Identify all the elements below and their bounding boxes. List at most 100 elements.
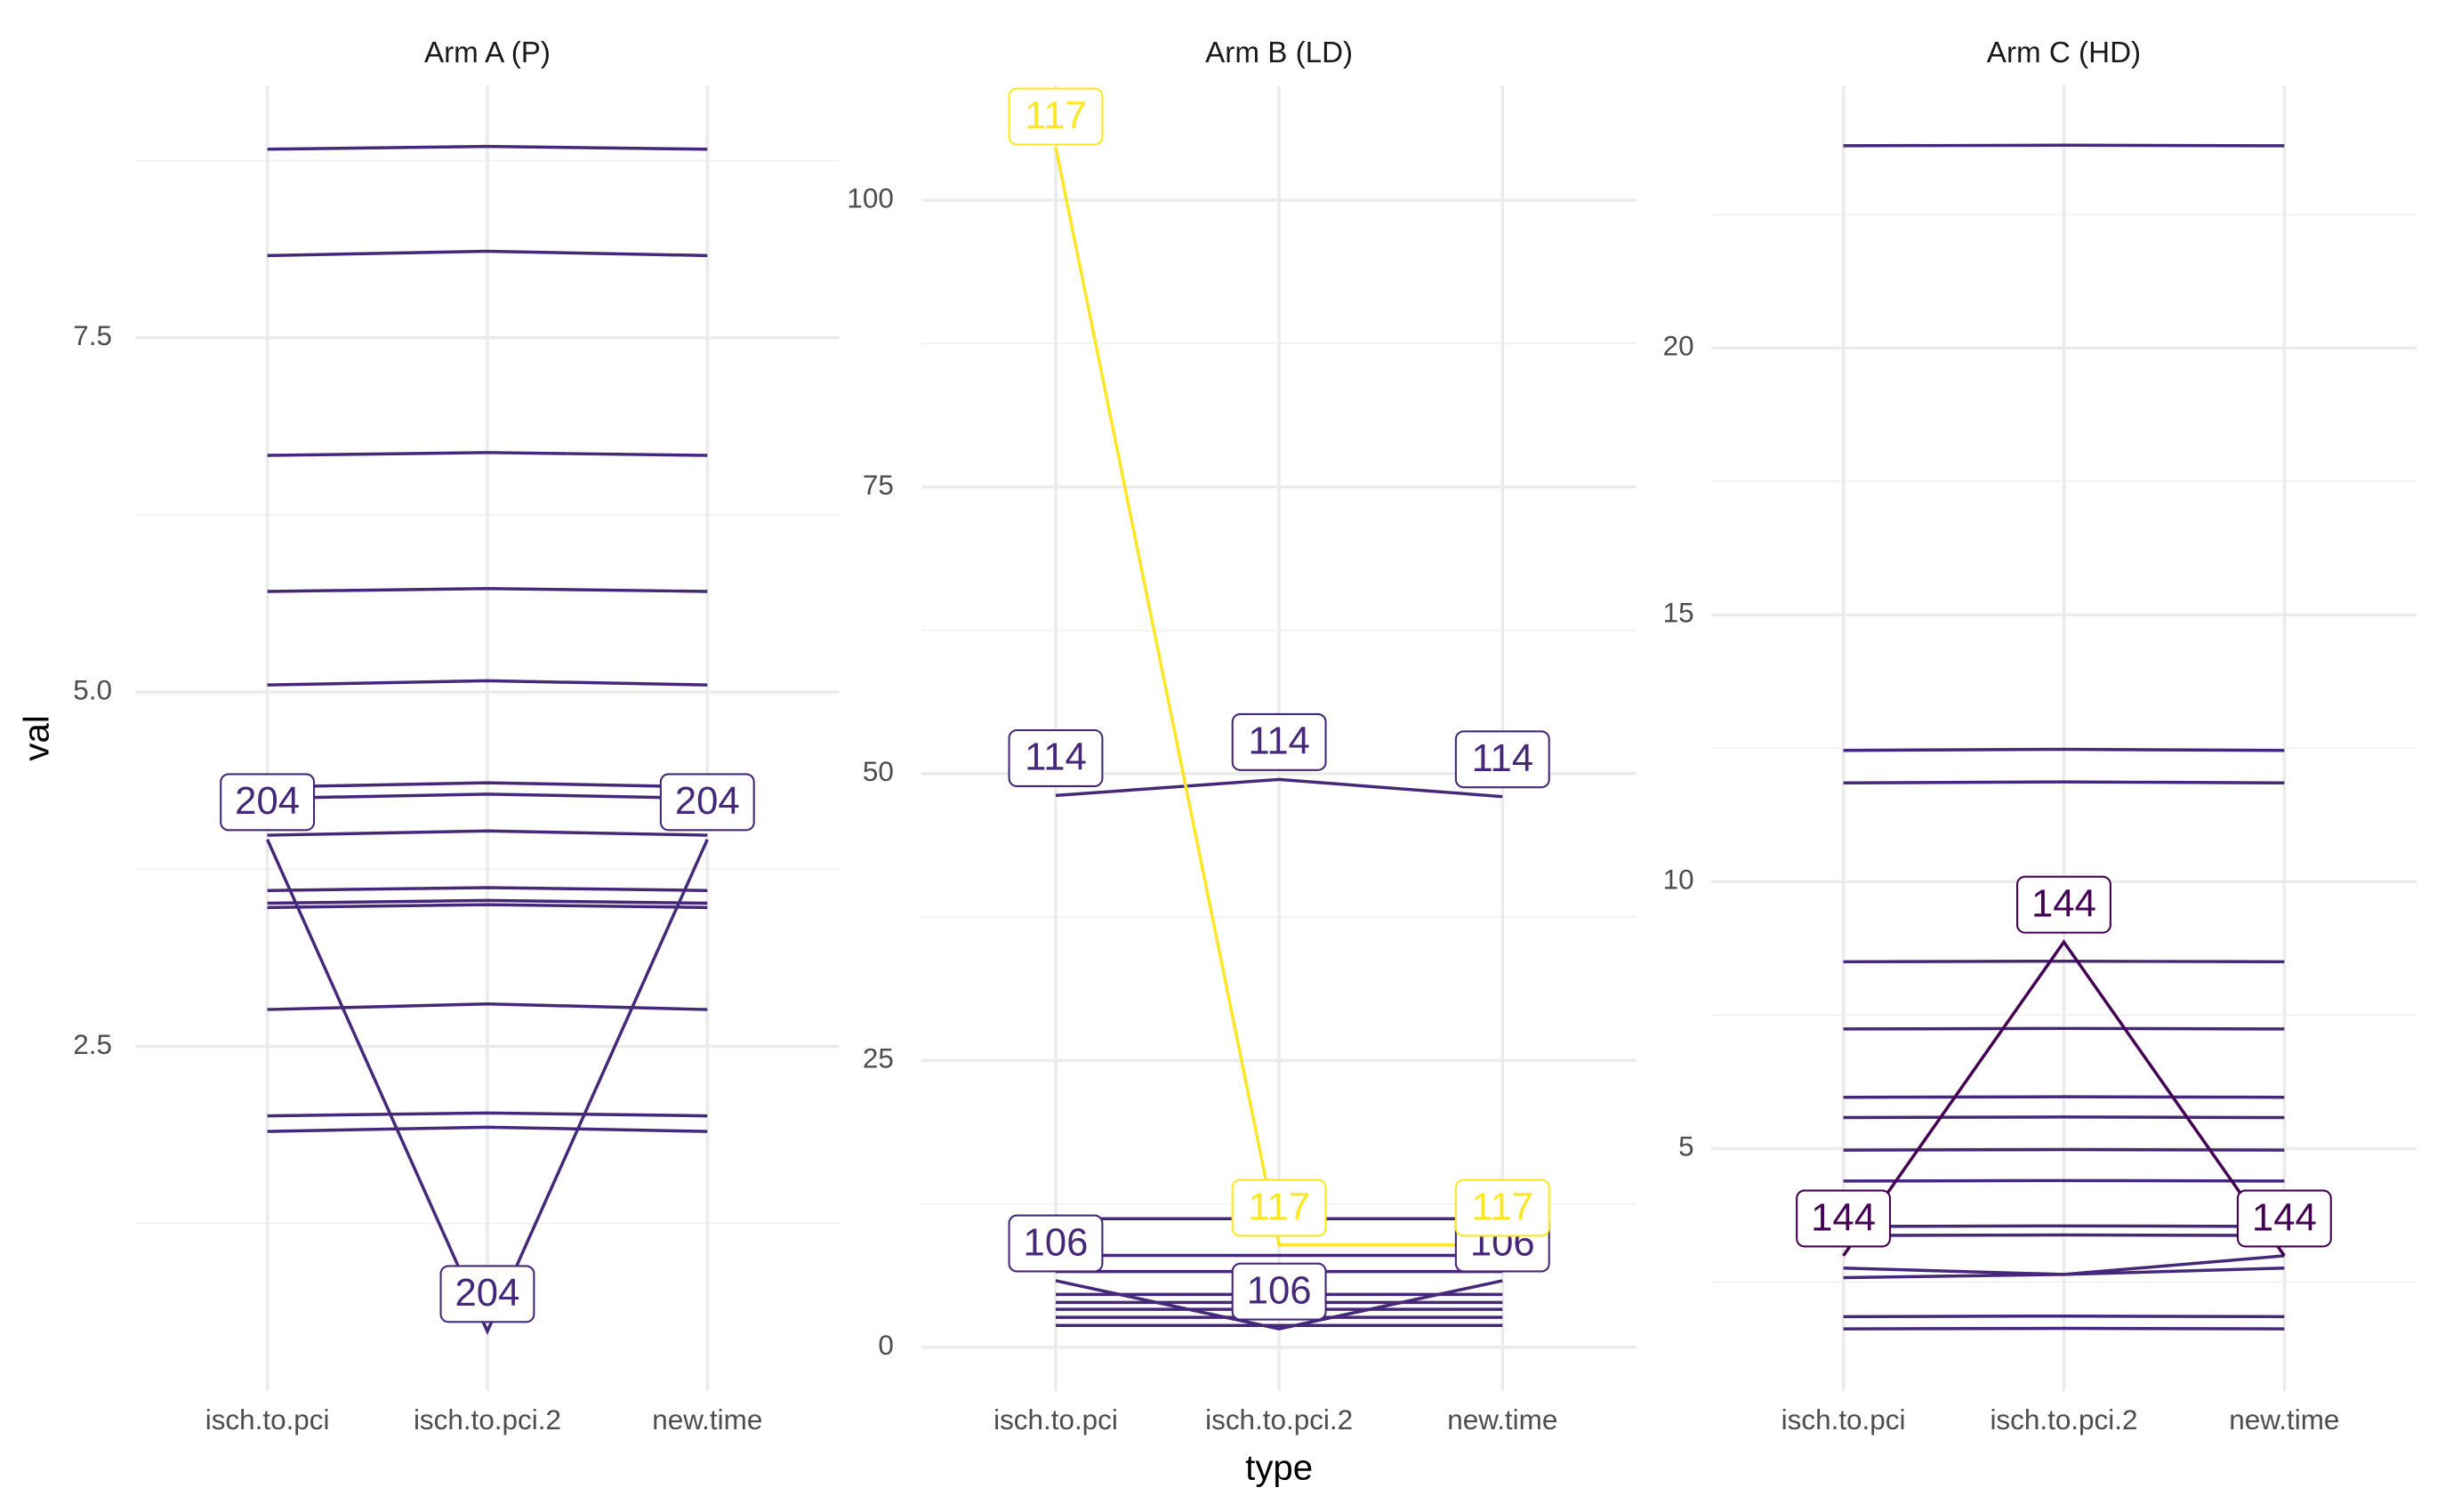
point-label: 204 (220, 773, 316, 832)
y-tick-label: 5.0 (73, 674, 112, 705)
x-tick-label: new.time (652, 1404, 762, 1436)
label-text: 144 (2031, 881, 2096, 925)
y-tick-label: 20 (1663, 331, 1694, 362)
label-box (220, 773, 316, 832)
label-text: 106 (1024, 1220, 1089, 1264)
y-tick-label: 25 (863, 1043, 894, 1074)
label-text: 114 (1471, 736, 1533, 780)
y-tick-label: 10 (1663, 865, 1694, 896)
point-label: 204 (439, 1265, 535, 1323)
series-line (1843, 1026, 2285, 1031)
series-line (267, 792, 708, 800)
x-tick-label: isch.to.pci.2 (414, 1404, 561, 1436)
series-line (267, 587, 708, 593)
series-line (1055, 1279, 1503, 1331)
series-line (267, 451, 708, 457)
series-line (1843, 959, 2285, 964)
series-line (267, 1111, 708, 1118)
label-box (1454, 730, 1550, 789)
y-tick-label: 7.5 (73, 320, 112, 351)
series-line (1843, 1147, 2285, 1152)
label-box (1008, 1214, 1104, 1273)
x-tick-label: isch.to.pci.2 (1205, 1404, 1353, 1436)
series-line (267, 898, 708, 905)
label-text: 117 (1025, 93, 1087, 137)
series-line (267, 679, 708, 687)
point-label: 114 (1008, 728, 1104, 787)
label-box (1008, 87, 1104, 146)
series-line (1843, 1326, 2285, 1331)
point-label: 117 (1454, 1178, 1550, 1237)
y-tick-label: 15 (1663, 598, 1694, 629)
label-text: 204 (235, 779, 300, 823)
x-axis-title: type (1245, 1447, 1313, 1487)
series-line (1843, 1314, 2285, 1319)
series-line (1843, 1233, 2285, 1237)
y-axis-title: val (17, 715, 57, 760)
label-text: 106 (1247, 1268, 1312, 1312)
series-line (1054, 147, 1503, 1247)
y-tick-label: 5 (1678, 1131, 1693, 1162)
series-line (267, 903, 708, 910)
label-box (1008, 728, 1104, 787)
label-text: 114 (1248, 720, 1310, 763)
x-tick-label: new.time (1447, 1404, 1557, 1436)
x-tick-label: new.time (2229, 1404, 2339, 1436)
series-line (266, 839, 709, 1336)
label-box (1231, 712, 1327, 771)
y-tick-label: 2.5 (73, 1029, 112, 1060)
y-tick-label: 75 (863, 470, 894, 501)
point-label: 106 (1008, 1214, 1104, 1273)
series-line (1843, 747, 2285, 752)
label-box (1796, 1189, 1892, 1248)
panel-title: Arm C (HD) (1987, 36, 2141, 69)
series-line (267, 249, 708, 258)
label-box (2015, 875, 2111, 934)
y-tick-label: 100 (847, 182, 893, 213)
label-text: 144 (2252, 1195, 2317, 1239)
label-box (2236, 1189, 2332, 1248)
series-line (267, 1125, 708, 1133)
label-text: 204 (675, 779, 740, 823)
x-tick-label: isch.to.pci.2 (1990, 1404, 2137, 1436)
label-box (1231, 1262, 1327, 1321)
series-line (267, 1001, 708, 1011)
point-label: 204 (659, 773, 755, 832)
label-text: 144 (1811, 1195, 1876, 1239)
label-box (1454, 1178, 1550, 1237)
point-label: 144 (2015, 875, 2111, 934)
point-label: 114 (1231, 712, 1327, 771)
label-box (439, 1265, 535, 1323)
point-label: 117 (1008, 87, 1104, 146)
x-tick-label: isch.to.pci (205, 1404, 330, 1436)
x-tick-label: isch.to.pci (993, 1404, 1118, 1436)
series-line (1843, 1115, 2285, 1120)
label-text: 117 (1248, 1185, 1310, 1228)
label-text: 117 (1471, 1185, 1533, 1228)
label-text: 204 (455, 1271, 520, 1315)
panel: Arm A (P) 2.5 5.0 7.5 isch.to.pci isch.to.pci… (17, 36, 840, 1436)
y-tick-label: 0 (878, 1330, 893, 1361)
y-tick-label: 50 (863, 756, 894, 787)
point-label: 114 (1454, 730, 1550, 789)
series-line (1842, 939, 2286, 1257)
series-line (1843, 1095, 2285, 1099)
label-text: 114 (1025, 736, 1087, 779)
panel: Arm C (HD) 5 10 15 20 isch.to.pci isch.to.pci.… (1663, 36, 2417, 1436)
series-line (1055, 777, 1503, 799)
point-label: 117 (1231, 1178, 1327, 1237)
series-line (267, 829, 708, 837)
series-line (1843, 1266, 2285, 1280)
point-label: 144 (1796, 1189, 1892, 1248)
label-box (659, 773, 755, 832)
point-label: 106 (1231, 1262, 1327, 1321)
label-box (1231, 1178, 1327, 1237)
series-line (267, 886, 708, 892)
panel: Arm B (LD) 0 25 50 75 100 isch.to.pci isch.to.p… (847, 36, 1637, 1487)
x-tick-label: isch.to.pci (1782, 1404, 1906, 1436)
series-line (267, 781, 708, 789)
panel-title: Arm A (P) (424, 36, 551, 69)
series-line (267, 144, 708, 151)
